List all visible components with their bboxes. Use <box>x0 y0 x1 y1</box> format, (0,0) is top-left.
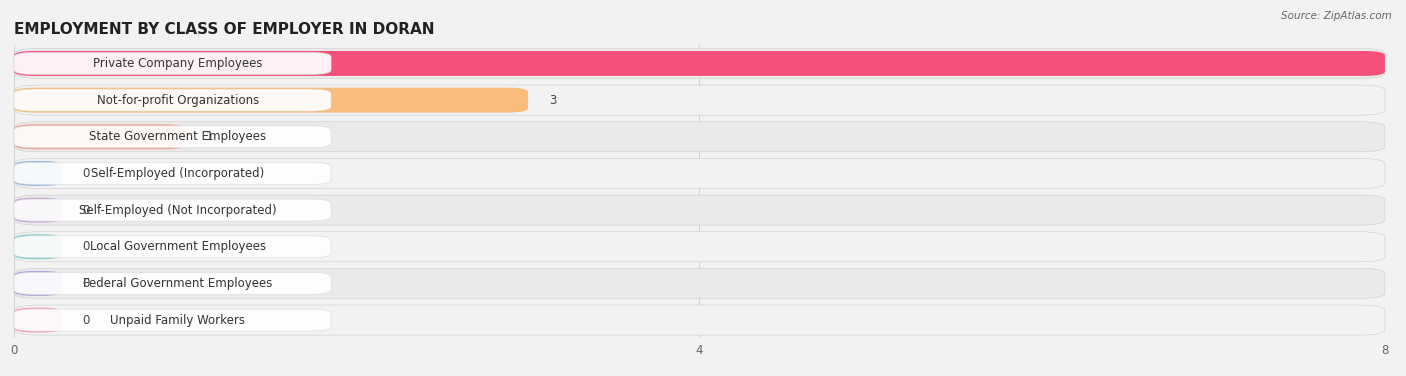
Text: Self-Employed (Incorporated): Self-Employed (Incorporated) <box>91 167 264 180</box>
FancyBboxPatch shape <box>14 309 330 331</box>
Text: Self-Employed (Not Incorporated): Self-Employed (Not Incorporated) <box>79 203 277 217</box>
FancyBboxPatch shape <box>14 308 62 332</box>
FancyBboxPatch shape <box>14 162 330 184</box>
Text: EMPLOYMENT BY CLASS OF EMPLOYER IN DORAN: EMPLOYMENT BY CLASS OF EMPLOYER IN DORAN <box>14 22 434 37</box>
Text: 0: 0 <box>83 240 90 253</box>
FancyBboxPatch shape <box>14 199 330 221</box>
Text: Source: ZipAtlas.com: Source: ZipAtlas.com <box>1281 11 1392 21</box>
Text: Private Company Employees: Private Company Employees <box>93 57 263 70</box>
FancyBboxPatch shape <box>14 273 330 294</box>
Text: Unpaid Family Workers: Unpaid Family Workers <box>110 314 245 327</box>
FancyBboxPatch shape <box>14 236 330 258</box>
FancyBboxPatch shape <box>14 268 1385 299</box>
FancyBboxPatch shape <box>14 88 529 112</box>
Text: 3: 3 <box>548 94 555 107</box>
FancyBboxPatch shape <box>14 53 330 74</box>
FancyBboxPatch shape <box>14 305 1385 335</box>
Text: 0: 0 <box>83 314 90 327</box>
FancyBboxPatch shape <box>14 271 62 296</box>
FancyBboxPatch shape <box>14 122 1385 152</box>
FancyBboxPatch shape <box>14 158 1385 188</box>
Text: Federal Government Employees: Federal Government Employees <box>83 277 273 290</box>
FancyBboxPatch shape <box>14 126 330 148</box>
FancyBboxPatch shape <box>14 51 1385 76</box>
FancyBboxPatch shape <box>14 161 62 186</box>
Text: Local Government Employees: Local Government Employees <box>90 240 266 253</box>
Text: Not-for-profit Organizations: Not-for-profit Organizations <box>97 94 259 107</box>
FancyBboxPatch shape <box>14 195 1385 225</box>
FancyBboxPatch shape <box>14 85 1385 115</box>
FancyBboxPatch shape <box>14 198 62 223</box>
Text: 0: 0 <box>83 203 90 217</box>
FancyBboxPatch shape <box>14 89 330 111</box>
Text: 0: 0 <box>83 167 90 180</box>
Text: 1: 1 <box>207 130 214 143</box>
FancyBboxPatch shape <box>14 49 1385 79</box>
Text: 0: 0 <box>83 277 90 290</box>
FancyBboxPatch shape <box>14 124 186 149</box>
Text: State Government Employees: State Government Employees <box>89 130 266 143</box>
FancyBboxPatch shape <box>14 234 62 259</box>
FancyBboxPatch shape <box>14 232 1385 262</box>
